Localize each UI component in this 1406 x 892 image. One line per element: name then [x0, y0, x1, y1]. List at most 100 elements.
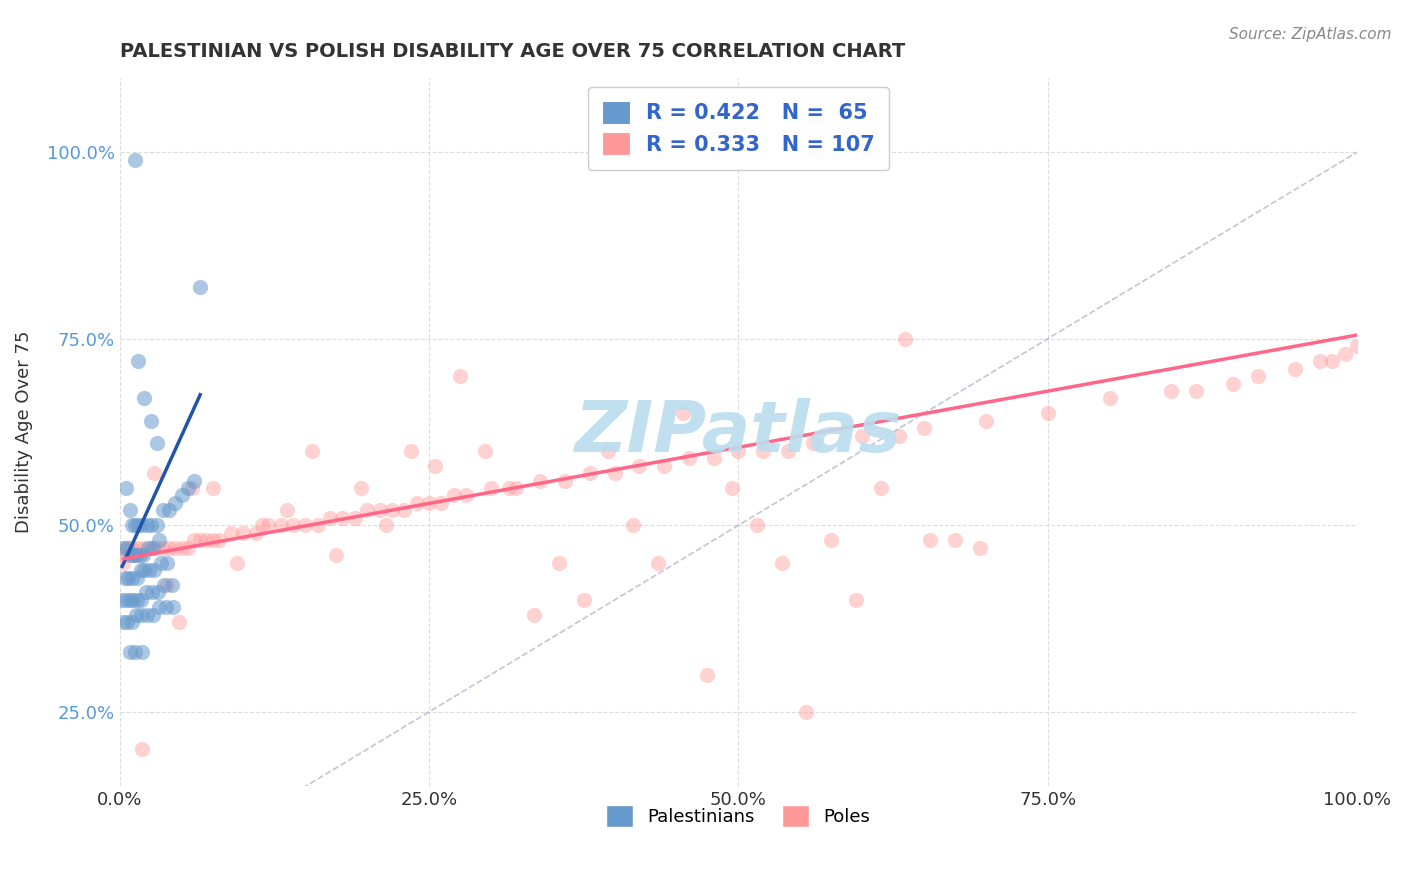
Point [118, 503, 141, 517]
Point [332, 511, 354, 525]
Point [124, 518, 146, 533]
Point [195, 533, 218, 548]
Point [129, 607, 152, 622]
Point [139, 518, 162, 533]
Point [752, 443, 775, 458]
Point [112, 541, 135, 555]
Point [796, 705, 818, 719]
Legend: Palestinians, Poles: Palestinians, Poles [599, 797, 877, 834]
Point [165, 541, 187, 555]
Point [148, 533, 170, 548]
Point [548, 556, 571, 570]
Point [122, 593, 145, 607]
Point [598, 443, 620, 458]
Point [111, 593, 134, 607]
Point [146, 541, 169, 555]
Point [1346, 339, 1368, 353]
Point [134, 392, 156, 406]
Point [118, 593, 141, 607]
Point [1333, 347, 1355, 361]
Point [127, 354, 149, 368]
Point [112, 615, 135, 630]
Point [122, 548, 145, 562]
Point [156, 556, 179, 570]
Point [456, 488, 478, 502]
Point [129, 563, 152, 577]
Point [343, 511, 366, 525]
Point [1222, 376, 1244, 391]
Point [869, 481, 891, 495]
Point [157, 503, 180, 517]
Point [170, 488, 193, 502]
Point [418, 496, 440, 510]
Point [851, 429, 873, 443]
Point [696, 667, 718, 681]
Point [974, 414, 997, 428]
Point [529, 474, 551, 488]
Point [132, 548, 155, 562]
Point [405, 496, 427, 510]
Point [479, 481, 502, 495]
Point [505, 481, 527, 495]
Point [294, 518, 316, 533]
Point [142, 541, 165, 555]
Point [703, 451, 725, 466]
Point [183, 474, 205, 488]
Point [201, 533, 224, 548]
Point [270, 518, 292, 533]
Point [143, 466, 166, 480]
Point [319, 511, 342, 525]
Point [167, 615, 190, 630]
Point [498, 481, 520, 495]
Point [180, 481, 202, 495]
Point [127, 518, 149, 533]
Point [621, 518, 644, 533]
Point [124, 153, 146, 167]
Point [143, 563, 166, 577]
Point [152, 503, 174, 517]
Point [399, 443, 422, 458]
Point [131, 742, 153, 756]
Point [647, 556, 669, 570]
Point [188, 279, 211, 293]
Point [142, 607, 165, 622]
Point [156, 578, 179, 592]
Point [125, 570, 148, 584]
Point [245, 525, 267, 540]
Point [201, 481, 224, 495]
Point [177, 481, 200, 495]
Point [115, 615, 138, 630]
Point [920, 533, 942, 548]
Point [162, 600, 184, 615]
Point [136, 607, 159, 622]
Point [120, 548, 142, 562]
Point [117, 570, 139, 584]
Point [678, 451, 700, 466]
Point [146, 518, 169, 533]
Point [124, 548, 146, 562]
Point [118, 541, 141, 555]
Point [118, 645, 141, 659]
Point [188, 533, 211, 548]
Point [1322, 354, 1344, 368]
Y-axis label: Disability Age Over 75: Disability Age Over 75 [15, 331, 32, 533]
Point [430, 496, 453, 510]
Point [124, 645, 146, 659]
Point [219, 525, 242, 540]
Point [1284, 361, 1306, 376]
Point [115, 541, 138, 555]
Point [134, 563, 156, 577]
Point [554, 474, 576, 488]
Point [845, 593, 868, 607]
Point [125, 548, 148, 562]
Point [134, 541, 156, 555]
Point [912, 421, 935, 435]
Point [943, 533, 966, 548]
Point [307, 518, 329, 533]
Point [281, 518, 304, 533]
Point [820, 533, 842, 548]
Point [136, 541, 159, 555]
Point [146, 436, 169, 450]
Point [628, 458, 651, 473]
Point [131, 518, 153, 533]
